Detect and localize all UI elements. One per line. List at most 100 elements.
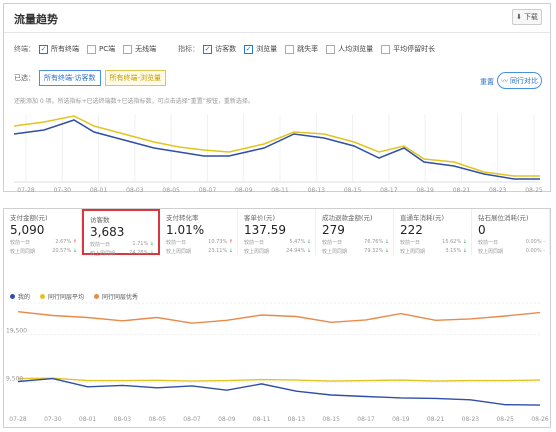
metric-value: 222 bbox=[400, 223, 423, 237]
terminal-option[interactable]: 无线端 bbox=[123, 44, 156, 54]
metric-card[interactable]: 访客数 3,683 较前一日 1.71% ↓ 较上周同期 24.28% ↓ bbox=[82, 209, 160, 257]
traffic-trend-panel: 流量趋势 ⬇ 下载 终端： ✓ 所有终端 PC端 无线端 指标： ✓ 访客数 ✓ 浏览量 跳失… bbox=[3, 3, 551, 192]
x-tick-label: 08-17 bbox=[380, 187, 398, 192]
metric-option[interactable]: 平均停留时长 bbox=[381, 44, 435, 54]
metric-weekly-change: 较上周同期 24.94% ↓ bbox=[244, 248, 311, 255]
metric-option[interactable]: 跳失率 bbox=[285, 44, 318, 54]
y-tick-label: 9,500 bbox=[6, 376, 23, 383]
checkbox-checked-icon[interactable]: ✓ bbox=[203, 44, 213, 54]
terminal-option[interactable]: PC端 bbox=[87, 44, 115, 54]
compare-icon: 〰 bbox=[501, 76, 508, 85]
filter-row: 终端： ✓ 所有终端 PC端 无线端 指标： ✓ 访客数 ✓ 浏览量 跳失率 人均浏览量 平均停留… bbox=[14, 44, 443, 54]
checkbox-icon[interactable] bbox=[381, 44, 391, 54]
legend-item-peer-average[interactable]: 同行同层平均 bbox=[40, 292, 84, 301]
x-tick-label: 08-15 bbox=[322, 416, 340, 423]
metric-daily-change: 较前一日 76.76% ↓ bbox=[322, 239, 389, 246]
x-tick-label: 08-19 bbox=[416, 187, 434, 192]
peer-compare-button[interactable]: 〰 同行对比 bbox=[497, 72, 542, 89]
download-label: 下载 bbox=[523, 13, 538, 21]
metric-card[interactable]: 直通车消耗(元) 222 较前一日 15.62% ↓ 较上周同期 3.15% ↓ bbox=[394, 209, 472, 255]
metric-card[interactable]: 钻石展位消耗(元) 0 较前一日 0.00% - 较上周同期 0.00% - bbox=[472, 209, 550, 255]
legend-item-mine[interactable]: 我的 bbox=[10, 292, 30, 301]
metric-daily-change: 较前一日 2.67% ↑ bbox=[10, 239, 77, 246]
x-tick-label: 08-05 bbox=[148, 416, 166, 423]
legend-label: 我的 bbox=[18, 294, 31, 301]
selected-row: 已选： 所有终端-访客数 所有终端-浏览量 bbox=[14, 70, 167, 86]
download-button[interactable]: ⬇ 下载 bbox=[512, 9, 542, 25]
checkbox-checked-icon[interactable]: ✓ bbox=[39, 44, 48, 54]
x-tick-label: 08-17 bbox=[357, 416, 375, 423]
x-tick-label: 08-13 bbox=[288, 416, 306, 423]
checkbox-icon[interactable] bbox=[326, 44, 336, 54]
y-tick-label: 26,000 bbox=[6, 301, 27, 303]
x-tick-label: 08-01 bbox=[79, 416, 97, 423]
checkbox-checked-icon[interactable]: ✓ bbox=[244, 44, 254, 54]
x-tick-label: 08-11 bbox=[253, 416, 271, 423]
y-tick-label: 19,500 bbox=[6, 327, 27, 334]
x-tick-label: 08-09 bbox=[218, 416, 236, 423]
metric-card[interactable]: 成功退款金额(元) 279 较前一日 76.76% ↓ 较上周同期 79.32% ↓ bbox=[316, 209, 394, 255]
x-tick-label: 08-13 bbox=[308, 187, 326, 192]
x-tick-label: 08-23 bbox=[462, 416, 480, 423]
metric-weekly-change: 较上周同期 79.32% ↓ bbox=[322, 248, 389, 255]
metric-option[interactable]: ✓ 访客数 bbox=[203, 44, 236, 54]
terminal-filter-label: 终端： bbox=[14, 45, 35, 53]
metric-value: 137.59 bbox=[244, 223, 286, 237]
legend-item-peer-excellent[interactable]: 同行同层优秀 bbox=[94, 292, 138, 301]
divider bbox=[4, 32, 550, 33]
hint-text: 还能添加 0 项。所选指标+已选终端数+已选指标数，可点击选择“重置”按钮，重新… bbox=[14, 98, 254, 105]
trend-chart: 07-28 07-30 08-01 08-03 08-05 08-07 08-09 08-11… bbox=[13, 114, 543, 192]
metric-weekly-change: 较上周同期 23.11% ↓ bbox=[166, 248, 233, 255]
series-line bbox=[17, 377, 541, 382]
selected-tag-visitors[interactable]: 所有终端-访客数 bbox=[39, 70, 101, 86]
metric-card[interactable]: 支付转化率 1.01% 较前一日 10.73% ↑ 较上周同期 23.11% ↓ bbox=[160, 209, 238, 255]
x-tick-label: 08-03 bbox=[126, 187, 144, 192]
series-line-pageviews bbox=[13, 115, 540, 177]
metric-weekly-change: 较上周同期 20.57% ↓ bbox=[10, 248, 77, 255]
reset-link[interactable]: 重置 bbox=[480, 78, 494, 86]
metric-daily-change: 较前一日 5.47% ↓ bbox=[244, 239, 311, 246]
checkbox-icon[interactable] bbox=[285, 44, 295, 54]
metric-label: 客单价(元) bbox=[244, 214, 276, 222]
metric-value: 0 bbox=[478, 223, 486, 237]
x-tick-label: 07-30 bbox=[44, 416, 62, 423]
x-tick-label: 08-26 bbox=[531, 416, 549, 423]
x-tick-label: 07-30 bbox=[54, 187, 72, 192]
chart-legend: 我的 同行同层平均 同行同层优秀 bbox=[10, 292, 138, 301]
metric-weekly-change: 较上周同期 0.00% - bbox=[478, 248, 545, 255]
x-tick-label: 08-01 bbox=[90, 187, 108, 192]
terminal-label: PC端 bbox=[99, 45, 116, 53]
metric-option[interactable]: 人均浏览量 bbox=[326, 44, 373, 54]
selected-label: 已选： bbox=[14, 74, 35, 82]
x-tick-label: 08-15 bbox=[344, 187, 362, 192]
x-tick-label: 08-03 bbox=[114, 416, 132, 423]
legend-label: 同行同层平均 bbox=[48, 294, 85, 301]
metric-label: 访客数 bbox=[90, 216, 110, 224]
x-tick-label: 07-28 bbox=[17, 187, 35, 192]
metric-option[interactable]: ✓ 浏览量 bbox=[244, 44, 277, 54]
x-tick-label: 08-11 bbox=[271, 187, 289, 192]
x-tick-label: 08-23 bbox=[489, 187, 507, 192]
metric-label: 浏览量 bbox=[256, 45, 278, 53]
selected-tag-pageviews[interactable]: 所有终端-浏览量 bbox=[104, 70, 167, 86]
metric-card[interactable]: 支付金额(元) 5,090 较前一日 2.67% ↑ 较上周同期 20.57% ↓ bbox=[4, 209, 82, 255]
metric-label: 成功退款金额(元) bbox=[322, 214, 373, 222]
x-tick-label: 08-25 bbox=[496, 416, 514, 423]
metric-value: 1.01% bbox=[166, 223, 205, 237]
peer-compare-chart: 26,000 19,500 9,500 07-28 07-30 08-01 08-03 08-… bbox=[6, 301, 549, 423]
legend-label: 同行同层优秀 bbox=[102, 294, 139, 301]
terminal-options: ✓ 所有终端 PC端 无线端 bbox=[39, 44, 164, 54]
metric-filter-label: 指标： bbox=[178, 45, 200, 53]
metric-weekly-change: 较上周同期 3.15% ↓ bbox=[400, 248, 467, 255]
metric-daily-change: 较前一日 10.73% ↑ bbox=[166, 239, 233, 246]
checkbox-icon[interactable] bbox=[123, 44, 133, 54]
metric-card[interactable]: 客单价(元) 137.59 较前一日 5.47% ↓ 较上周同期 24.94% ↓ bbox=[238, 209, 316, 255]
checkbox-icon[interactable] bbox=[87, 44, 96, 54]
metric-options: ✓ 访客数 ✓ 浏览量 跳失率 人均浏览量 平均停留时长 bbox=[203, 44, 443, 54]
metric-value: 3,683 bbox=[90, 225, 125, 239]
x-tick-label: 08-05 bbox=[162, 187, 180, 192]
panel-title: 流量趋势 bbox=[14, 13, 58, 26]
x-tick-label: 08-25 bbox=[525, 187, 543, 192]
metric-value: 279 bbox=[322, 223, 345, 237]
terminal-option[interactable]: ✓ 所有终端 bbox=[39, 44, 79, 54]
